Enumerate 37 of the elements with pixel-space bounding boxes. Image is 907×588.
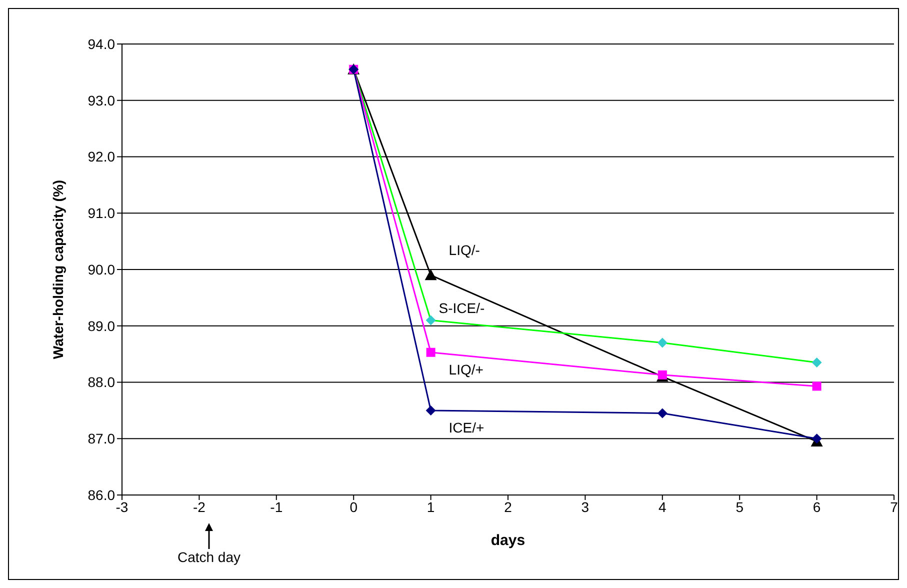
x-tick-label: 0 [350,498,358,515]
point [426,348,436,357]
series-label: LIQ/+ [448,361,484,378]
y-tick-label: 89.0 [88,318,116,334]
y-tick-label: 92.0 [88,148,116,165]
series-label: LIQ/- [448,242,480,258]
point [426,315,436,326]
x-tick-label: -2 [192,498,206,515]
x-tick-label: 1 [426,498,435,515]
y-tick-label: 94.0 [88,36,116,52]
x-tick-label: -3 [116,498,128,515]
x-tick-label: 5 [736,498,744,515]
text: Catch day [176,549,242,565]
y-tick-label: 90.0 [88,261,116,278]
x-axis-title: days [490,532,526,549]
point [424,269,437,280]
x-tick-label: -1 [270,498,283,515]
x-tick-label: 6 [812,498,821,515]
point [812,382,822,391]
x-tick-label: 7 [890,498,898,515]
x-tick-label: 4 [658,498,666,515]
y-tick-label: 91.0 [88,205,116,222]
point [657,408,668,418]
point [812,358,822,368]
y-axis-title: Water-holding capacity (%) [50,180,66,360]
series-label: ICE/+ [448,419,484,436]
point [426,405,436,416]
x-tick-label: 2 [504,498,512,515]
y-tick-label: 88.0 [88,374,116,390]
series-label: S-ICE/- [438,300,486,316]
x-tick-label: 3 [581,498,590,515]
point [658,370,667,380]
y-tick-label: 87.0 [88,430,116,447]
point [657,338,668,348]
point [812,434,822,444]
y-tick-label: 86.0 [88,486,116,503]
y-tick-label: 93.0 [88,92,116,108]
